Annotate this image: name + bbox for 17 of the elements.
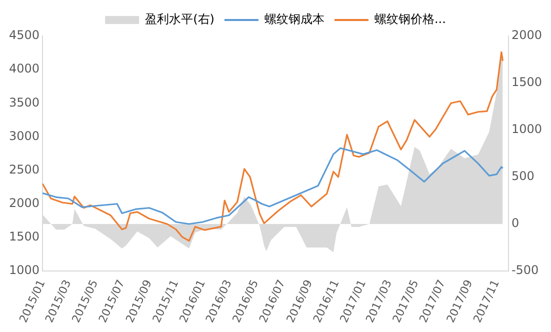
legend-label: 盈利水平(右) xyxy=(145,12,214,26)
y2-tick-label: 1500 xyxy=(511,75,542,90)
y-tick-label: 1000 xyxy=(8,263,40,278)
y2-tick-label: -500 xyxy=(511,263,539,278)
legend-label: 螺纹钢价格... xyxy=(374,12,446,26)
y-tick-label: 4000 xyxy=(8,62,40,76)
y-tick-label: 3500 xyxy=(8,95,40,110)
y2-tick-label: 500 xyxy=(511,169,534,184)
y2-tick-label: 1000 xyxy=(511,122,542,136)
y-tick-label: 2000 xyxy=(8,196,40,210)
y-tick-label: 3000 xyxy=(8,128,40,143)
y-tick-label: 4500 xyxy=(8,28,40,42)
y-tick-label: 2500 xyxy=(8,162,40,176)
y2-tick-label: 0 xyxy=(511,216,520,230)
y-tick-label: 1500 xyxy=(8,230,40,244)
y2-tick-label: 2000 xyxy=(511,28,542,42)
legend-label: 螺纹钢成本 xyxy=(264,12,324,26)
